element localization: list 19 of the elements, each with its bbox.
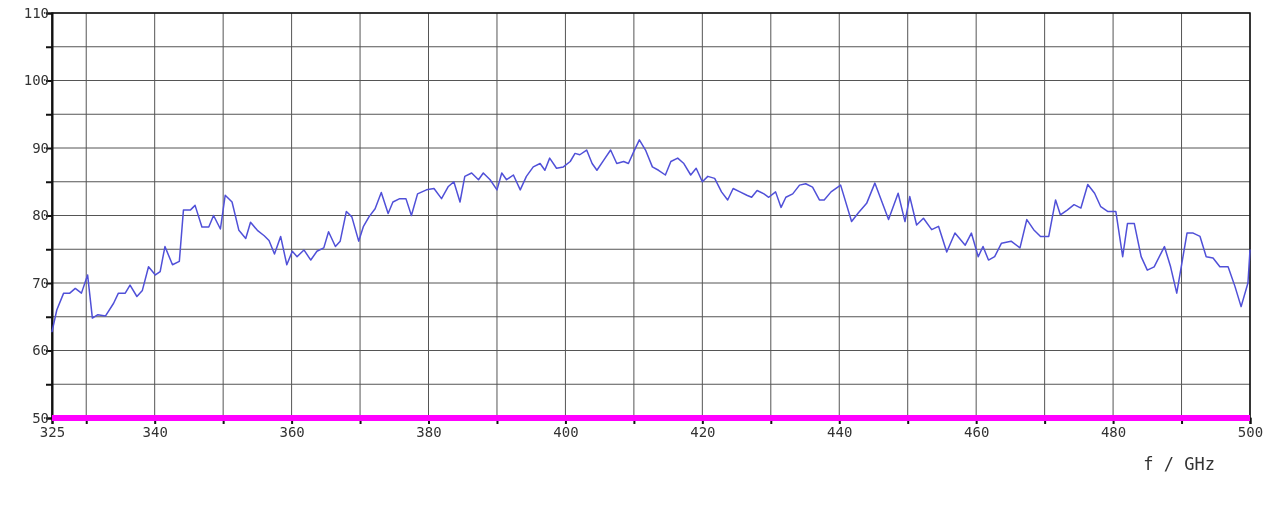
- x-tick-label: 325: [39, 423, 66, 440]
- x-tick-label: 420: [690, 423, 716, 440]
- y-tick-label: 110: [23, 4, 49, 21]
- x-tick-label: 480: [1100, 423, 1127, 440]
- x-axis-title: f / GHz: [1143, 454, 1215, 474]
- y-tick-label: 50: [32, 409, 49, 426]
- x-tick-label: 380: [416, 423, 442, 440]
- x-tick-label: 340: [142, 423, 168, 440]
- y-tick-label: 80: [32, 207, 49, 224]
- y-tick-label: 100: [23, 72, 49, 89]
- x-tick-label: 500: [1237, 423, 1264, 440]
- x-tick-label: 400: [553, 423, 579, 440]
- x-tick-label: 360: [279, 423, 305, 440]
- y-tick-label: 90: [32, 139, 49, 156]
- y-tick-label: 70: [32, 274, 49, 291]
- line-series: [51, 139, 1251, 333]
- x-tick-label: 460: [964, 423, 990, 440]
- x-tick-label: 440: [827, 423, 853, 440]
- y-tick-label: 60: [32, 342, 49, 359]
